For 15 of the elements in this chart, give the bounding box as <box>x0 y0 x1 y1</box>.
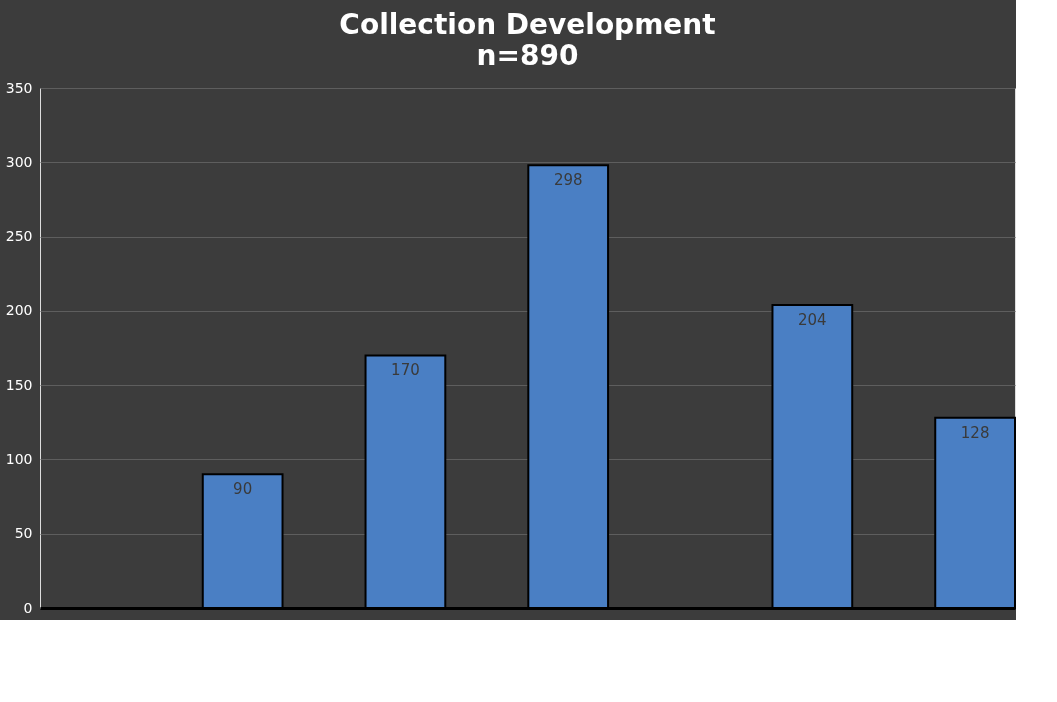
data-label: 170 <box>391 361 420 380</box>
y-tick-label: 150 <box>5 376 33 393</box>
data-label: 204 <box>798 310 827 329</box>
y-tick-label: 200 <box>5 302 33 319</box>
y-tick-label: 300 <box>5 153 33 170</box>
y-tick-label: 50 <box>14 525 33 542</box>
y-tick-label: 350 <box>5 79 33 96</box>
y-tick-label: 250 <box>5 228 33 245</box>
chart-subtitle: n=890 <box>476 39 579 72</box>
chart-title: Collection Development <box>339 8 716 41</box>
data-label: 128 <box>960 423 990 442</box>
y-tick-label: 0 <box>23 599 33 616</box>
data-label: 90 <box>233 480 253 499</box>
data-label: 298 <box>553 171 583 190</box>
y-tick-label: 100 <box>5 450 33 467</box>
